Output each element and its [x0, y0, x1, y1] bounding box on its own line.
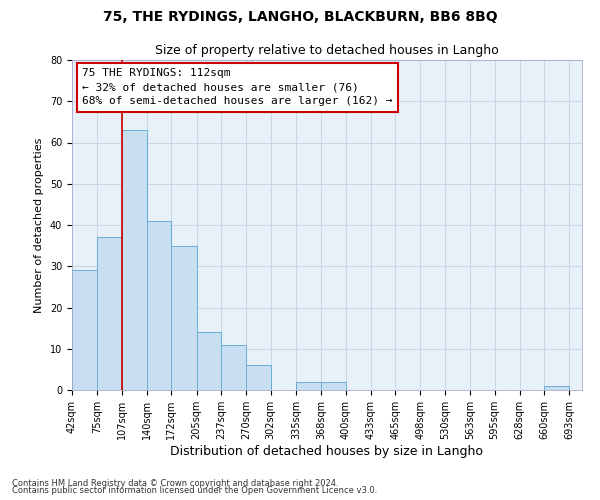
Bar	[296, 382, 321, 390]
Bar	[122, 130, 147, 390]
Bar	[544, 386, 569, 390]
Bar	[72, 270, 97, 390]
Text: Contains HM Land Registry data © Crown copyright and database right 2024.: Contains HM Land Registry data © Crown c…	[12, 478, 338, 488]
Bar	[197, 332, 221, 390]
X-axis label: Distribution of detached houses by size in Langho: Distribution of detached houses by size …	[170, 444, 484, 458]
Bar	[172, 246, 197, 390]
Bar	[321, 382, 346, 390]
Bar	[97, 238, 122, 390]
Title: Size of property relative to detached houses in Langho: Size of property relative to detached ho…	[155, 44, 499, 58]
Text: Contains public sector information licensed under the Open Government Licence v3: Contains public sector information licen…	[12, 486, 377, 495]
Bar	[246, 365, 271, 390]
Y-axis label: Number of detached properties: Number of detached properties	[34, 138, 44, 312]
Bar	[221, 344, 246, 390]
Bar	[147, 221, 172, 390]
Text: 75 THE RYDINGS: 112sqm
← 32% of detached houses are smaller (76)
68% of semi-det: 75 THE RYDINGS: 112sqm ← 32% of detached…	[82, 68, 392, 106]
Text: 75, THE RYDINGS, LANGHO, BLACKBURN, BB6 8BQ: 75, THE RYDINGS, LANGHO, BLACKBURN, BB6 …	[103, 10, 497, 24]
